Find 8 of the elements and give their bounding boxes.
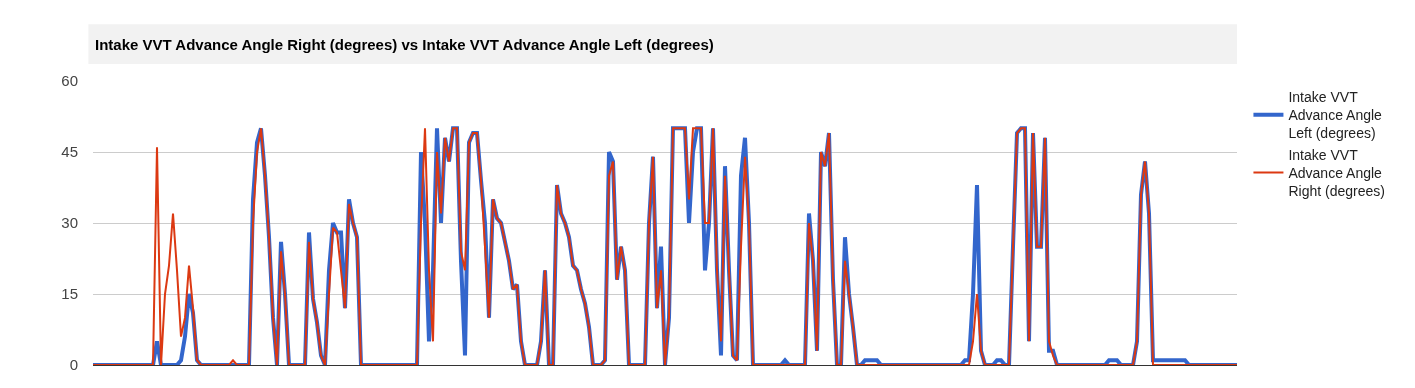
y-tick-label: 60: [61, 72, 78, 90]
y-tick-label: 15: [61, 285, 78, 303]
chart-title: Intake VVT Advance Angle Right (degrees) vs Intake VVT Advance Angle Left (degrees): [95, 36, 714, 53]
legend-label: Intake VVT Advance Angle Right (degrees): [1288, 146, 1385, 200]
y-tick-label: 0: [69, 356, 78, 374]
y-tick-label: 30: [61, 214, 78, 232]
y-tick-label: 45: [61, 143, 78, 161]
legend-label: Intake VVT Advance Angle Left (degrees): [1288, 89, 1383, 142]
